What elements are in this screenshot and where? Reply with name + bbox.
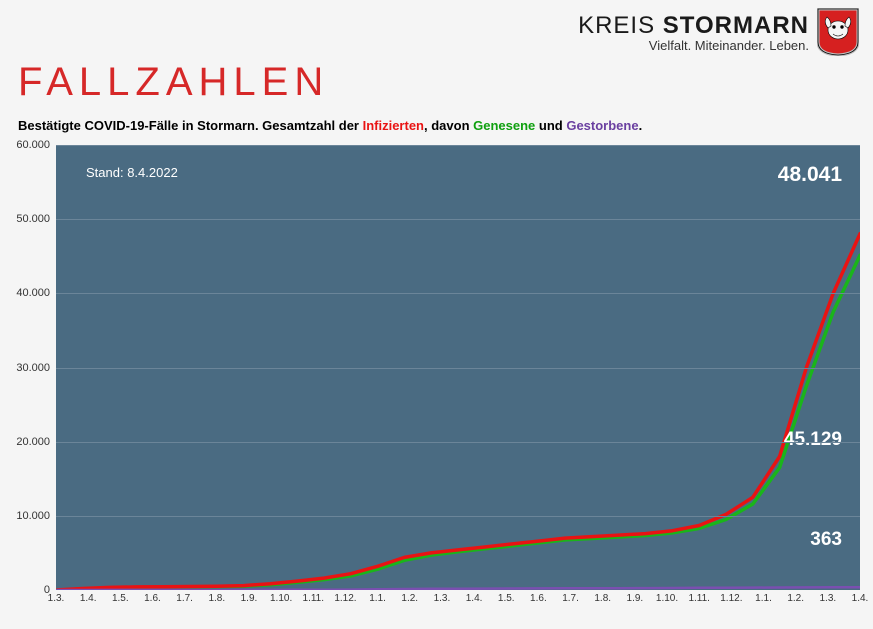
y-axis-label: 40.000 — [10, 287, 50, 299]
org-title-bold: STORMARN — [663, 12, 809, 39]
callout-genesene: 45.129 — [784, 429, 842, 451]
subtitle-text-2: , davon — [424, 118, 473, 133]
subtitle-text-3: und — [535, 118, 566, 133]
org-subline: Vielfalt. Miteinander. Leben. — [578, 38, 809, 53]
x-axis-label: 1.10. — [270, 593, 292, 604]
x-axis-label: 1.11. — [688, 593, 710, 604]
x-axis-label: 1.12. — [334, 593, 356, 604]
header-brand: KREIS STORMARN Vielfalt. Miteinander. Le… — [578, 8, 859, 56]
series-line — [56, 234, 860, 590]
x-axis-label: 1.6. — [144, 593, 161, 604]
y-axis-label: 0 — [10, 584, 50, 596]
y-axis-label: 50.000 — [10, 213, 50, 225]
x-axis-label: 1.3. — [48, 593, 65, 604]
chart: Stand: 8.4.2022 48.041 45.129 363 0 10.00… — [10, 145, 860, 615]
x-axis-label: 1.3. — [434, 593, 451, 604]
plot-area: Stand: 8.4.2022 48.041 45.129 363 — [56, 145, 860, 590]
y-axis-label: 30.000 — [10, 362, 50, 374]
x-axis-label: 1.1. — [755, 593, 772, 604]
x-axis-label: 1.8. — [594, 593, 611, 604]
y-axis-label: 10.000 — [10, 510, 50, 522]
org-title: KREIS STORMARN — [578, 12, 809, 40]
x-axis-label: 1.4. — [466, 593, 483, 604]
org-title-light: KREIS — [578, 12, 663, 39]
x-axis-label: 1.11. — [303, 593, 325, 604]
x-axis-label: 1.1. — [369, 593, 386, 604]
page-title: FALLZAHLEN — [18, 60, 329, 105]
x-axis-label: 1.9. — [627, 593, 644, 604]
crest-icon — [817, 8, 859, 56]
grid-line — [56, 145, 860, 146]
grid-line — [56, 293, 860, 294]
x-axis-label: 1.2. — [401, 593, 418, 604]
subtitle-text-4: . — [639, 118, 643, 133]
y-axis-label: 20.000 — [10, 436, 50, 448]
series-line — [56, 255, 860, 590]
callout-gestorbene: 363 — [810, 529, 842, 551]
x-axis-label: 1.9. — [241, 593, 258, 604]
subtitle: Bestätigte COVID-19-Fälle in Stormarn. G… — [18, 118, 642, 133]
header-text: KREIS STORMARN Vielfalt. Miteinander. Le… — [578, 12, 809, 53]
x-axis-label: 1.7. — [176, 593, 193, 604]
x-axis-label: 1.2. — [787, 593, 804, 604]
x-axis-label: 1.10. — [656, 593, 678, 604]
x-axis-label: 1.8. — [208, 593, 225, 604]
grid-line — [56, 516, 860, 517]
grid-line — [56, 442, 860, 443]
x-axis-label: 1.12. — [720, 593, 742, 604]
subtitle-text-1: Bestätigte COVID-19-Fälle in Stormarn. G… — [18, 118, 363, 133]
x-axis-label: 1.3. — [819, 593, 836, 604]
x-axis-label: 1.4. — [80, 593, 97, 604]
grid-line — [56, 368, 860, 369]
y-axis-label: 60.000 — [10, 139, 50, 151]
x-axis-label: 1.6. — [530, 593, 547, 604]
grid-line — [56, 219, 860, 220]
subtitle-gestorbene: Gestorbene — [566, 118, 638, 133]
callout-infizierte: 48.041 — [778, 163, 842, 187]
x-axis-label: 1.7. — [562, 593, 579, 604]
x-axis-label: 1.5. — [498, 593, 515, 604]
subtitle-genesene: Genesene — [473, 118, 535, 133]
x-axis-label: 1.4. — [852, 593, 869, 604]
x-axis-label: 1.5. — [112, 593, 129, 604]
subtitle-infizierten: Infizierten — [363, 118, 424, 133]
